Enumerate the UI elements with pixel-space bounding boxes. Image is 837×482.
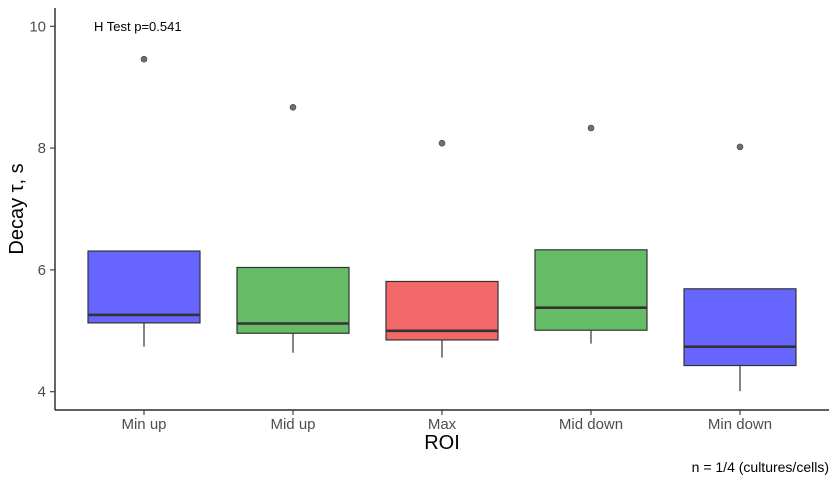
y-axis-title: Decay τ, s [6, 163, 28, 254]
outlier-point [736, 143, 744, 151]
outlier-point [587, 124, 595, 132]
y-axis-ticks: 4 6 8 10 [29, 18, 55, 401]
plot-area [87, 55, 797, 392]
box-group [236, 103, 350, 353]
x-tick-label: Mid up [270, 416, 315, 433]
y-tick-label: 6 [38, 262, 46, 279]
box-group [534, 124, 648, 344]
box [683, 288, 797, 367]
x-tick-label: Max [428, 416, 457, 433]
x-axis-ticks: Min up Mid up Max Mid down Min down [121, 410, 772, 433]
box-group [683, 143, 797, 392]
box [534, 249, 648, 331]
outlier-point [289, 103, 297, 111]
outlier-point [140, 55, 148, 63]
box-group [385, 139, 499, 358]
y-tick-label: 8 [38, 140, 46, 157]
sample-size-caption: n = 1/4 (cultures/cells) [692, 459, 829, 475]
box-group [87, 55, 201, 347]
x-tick-label: Min down [708, 416, 772, 433]
x-axis-title: ROI [424, 432, 460, 454]
y-tick-label: 10 [29, 18, 46, 35]
outlier-point [438, 139, 446, 147]
box [87, 250, 201, 324]
y-tick-label: 4 [38, 384, 46, 401]
annotation-h-test: H Test p=0.541 [94, 19, 182, 34]
x-tick-label: Mid down [559, 416, 623, 433]
x-tick-label: Min up [121, 416, 166, 433]
